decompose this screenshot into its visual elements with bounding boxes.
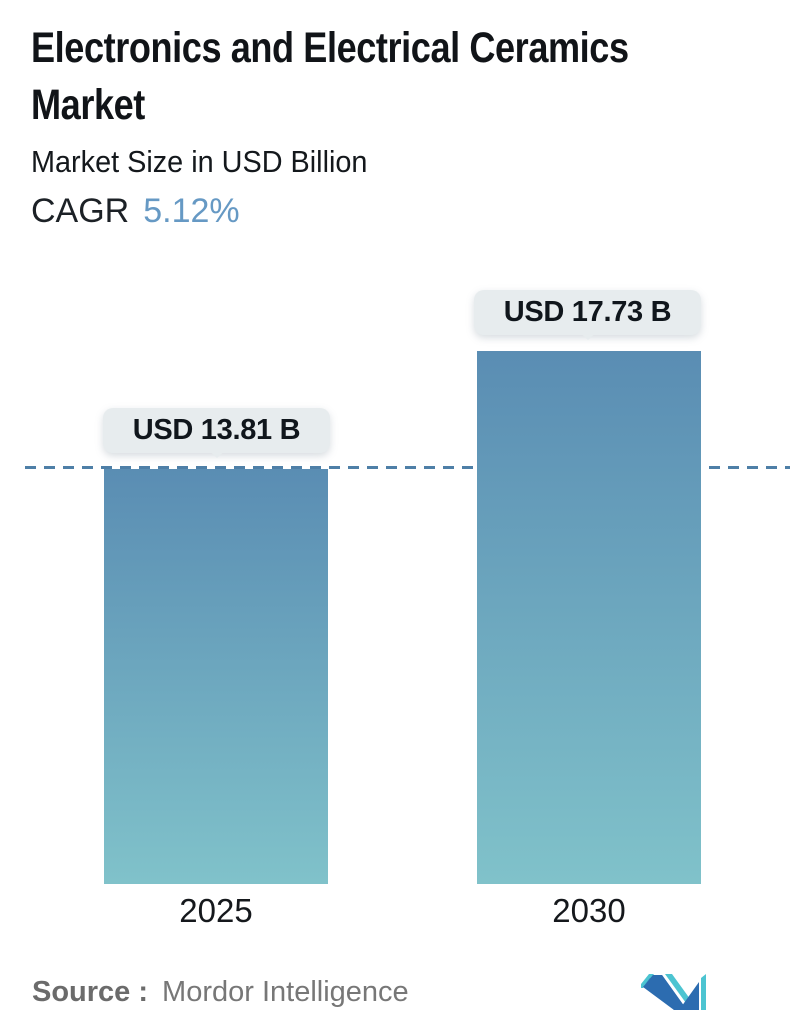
cagr-value: 5.12% [143,192,240,230]
page-title-line1: Electronics and Electrical Ceramics [31,24,629,72]
mordor-intelligence-logo-icon [641,974,706,1010]
chart-subtitle: Market Size in USD Billion [31,144,368,179]
chart-header: Electronics and Electrical Ceramics Mark… [31,20,796,231]
source-value: Mordor Intelligence [162,976,409,1008]
cagr-label: CAGR [31,192,130,230]
source-label: Source : [32,976,149,1008]
x-axis-label-2030: 2030 [552,892,626,929]
value-label-2030: USD 17.73 B [474,290,701,340]
source-line: Source : Mordor Intelligence [32,976,409,1009]
page-title: Electronics and Electrical Ceramics Mark… [31,20,796,134]
bar-2030 [477,351,701,884]
x-axis-label-2025: 2025 [179,892,253,929]
value-label-2025: USD 13.81 B [103,408,330,458]
reference-dashed-line [25,466,790,469]
page-title-line2: Market [31,81,145,129]
cagr-row: CAGR 5.12% [31,192,796,231]
bar-2025 [104,469,328,884]
